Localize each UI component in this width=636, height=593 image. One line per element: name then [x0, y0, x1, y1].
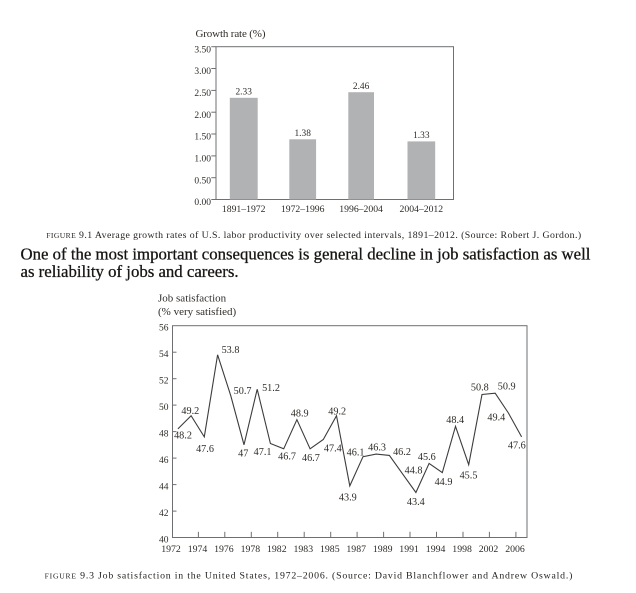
svg-text:Growth rate (%): Growth rate (%) — [196, 28, 266, 40]
svg-text:50.8: 50.8 — [471, 383, 489, 394]
svg-text:45.6: 45.6 — [418, 452, 436, 463]
svg-text:50.7: 50.7 — [234, 386, 252, 397]
svg-text:1.33: 1.33 — [413, 131, 430, 141]
svg-text:1.50: 1.50 — [194, 133, 211, 143]
svg-text:43.4: 43.4 — [407, 497, 425, 508]
svg-text:FIGURE 9.1 Average growth rate: FIGURE 9.1 Average growth rates of U.S. … — [46, 230, 581, 241]
svg-text:3.50: 3.50 — [194, 45, 211, 55]
svg-text:Job satisfaction: Job satisfaction — [158, 292, 227, 304]
svg-text:46.2: 46.2 — [393, 447, 411, 458]
svg-text:1987: 1987 — [346, 544, 366, 555]
svg-text:1983: 1983 — [294, 544, 314, 555]
svg-text:2.00: 2.00 — [194, 111, 211, 121]
svg-text:48: 48 — [159, 430, 169, 440]
svg-text:47: 47 — [238, 449, 248, 460]
svg-text:49.4: 49.4 — [487, 413, 505, 424]
svg-text:46.7: 46.7 — [302, 453, 320, 464]
svg-text:47.1: 47.1 — [254, 447, 272, 458]
svg-text:47.6: 47.6 — [196, 444, 214, 455]
svg-text:One of the most important cons: One of the most important consequences i… — [21, 244, 591, 263]
svg-text:1996–2004: 1996–2004 — [339, 204, 383, 215]
svg-text:2.46: 2.46 — [353, 82, 370, 92]
svg-text:1.00: 1.00 — [194, 154, 211, 164]
svg-text:2.50: 2.50 — [194, 89, 211, 99]
svg-text:42: 42 — [159, 509, 169, 519]
svg-text:40: 40 — [159, 535, 169, 545]
svg-text:2004–2012: 2004–2012 — [400, 204, 444, 215]
svg-text:50: 50 — [159, 403, 169, 413]
svg-text:2002: 2002 — [479, 544, 499, 555]
svg-text:48.4: 48.4 — [446, 415, 464, 426]
svg-text:48.2: 48.2 — [174, 430, 192, 441]
svg-text:46: 46 — [159, 456, 169, 466]
svg-text:1972: 1972 — [161, 544, 181, 555]
svg-text:52: 52 — [159, 377, 169, 387]
svg-text:(% very satisfied): (% very satisfied) — [158, 306, 237, 318]
svg-text:1.38: 1.38 — [294, 129, 311, 139]
svg-text:45.5: 45.5 — [460, 471, 478, 482]
svg-text:1891–1972: 1891–1972 — [222, 204, 266, 215]
svg-text:44: 44 — [159, 483, 169, 493]
svg-text:1994: 1994 — [426, 544, 446, 555]
svg-text:53.8: 53.8 — [222, 345, 240, 356]
svg-text:1989: 1989 — [373, 544, 393, 555]
svg-text:54: 54 — [159, 350, 169, 360]
svg-text:0.50: 0.50 — [194, 176, 211, 186]
svg-text:FIGURE 9.3 Job satisfaction in: FIGURE 9.3 Job satisfaction in the Unite… — [45, 571, 574, 582]
svg-text:49.2: 49.2 — [328, 407, 346, 418]
svg-text:0.00: 0.00 — [194, 198, 211, 208]
svg-text:49.2: 49.2 — [181, 406, 199, 417]
svg-text:1972–1996: 1972–1996 — [281, 204, 325, 215]
svg-text:1982: 1982 — [267, 544, 287, 555]
svg-text:1998: 1998 — [452, 544, 472, 555]
svg-text:50.9: 50.9 — [498, 382, 516, 393]
svg-text:47.4: 47.4 — [324, 444, 342, 455]
svg-text:44.8: 44.8 — [405, 465, 423, 476]
svg-text:1974: 1974 — [188, 544, 208, 555]
svg-text:47.6: 47.6 — [508, 441, 526, 452]
svg-text:44.9: 44.9 — [435, 477, 453, 488]
svg-text:as reliability of jobs and car: as reliability of jobs and careers. — [21, 262, 239, 281]
svg-text:1976: 1976 — [214, 544, 234, 555]
svg-text:56: 56 — [159, 324, 169, 334]
svg-text:2006: 2006 — [505, 544, 525, 555]
svg-text:43.9: 43.9 — [339, 493, 357, 504]
svg-text:51.2: 51.2 — [262, 383, 280, 394]
svg-text:46.1: 46.1 — [347, 447, 365, 458]
svg-text:46.3: 46.3 — [368, 443, 386, 454]
svg-text:2.33: 2.33 — [235, 87, 252, 97]
svg-text:3.00: 3.00 — [194, 67, 211, 77]
svg-text:1991: 1991 — [399, 544, 419, 555]
svg-text:48.9: 48.9 — [291, 409, 309, 420]
svg-text:1978: 1978 — [241, 544, 261, 555]
svg-text:1985: 1985 — [320, 544, 340, 555]
svg-text:46.7: 46.7 — [278, 452, 296, 463]
